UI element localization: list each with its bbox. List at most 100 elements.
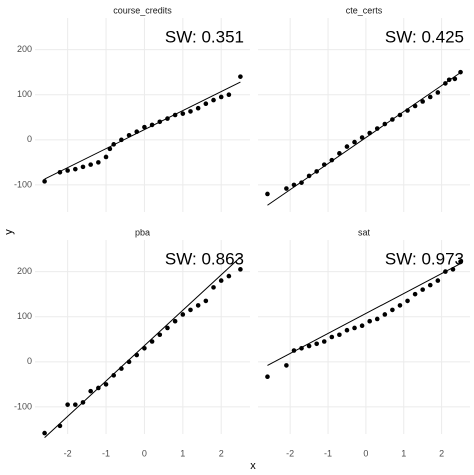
point (73, 402, 78, 407)
x-tick-label: 2 (219, 448, 224, 458)
point (218, 278, 224, 283)
point (359, 135, 365, 140)
point (329, 157, 335, 163)
y-tick-label: 200 (17, 266, 32, 276)
point (65, 168, 70, 173)
y-tick-label: -100 (14, 401, 32, 411)
point (397, 303, 403, 308)
y-tick-label: 100 (17, 89, 32, 99)
point (367, 318, 372, 324)
point (126, 359, 132, 365)
point (435, 278, 441, 283)
point (299, 180, 304, 185)
point (352, 325, 357, 331)
annotation: SW: 0.973 (385, 249, 464, 268)
point (314, 341, 319, 347)
point (195, 303, 201, 308)
point (126, 133, 132, 138)
y-tick-label: 200 (17, 44, 32, 54)
point (352, 139, 357, 145)
point (165, 325, 170, 331)
point (284, 186, 289, 191)
point (367, 130, 372, 136)
point (412, 103, 418, 109)
point (344, 144, 350, 149)
point (390, 307, 395, 313)
x-tick-label: 0 (142, 448, 147, 458)
point (291, 182, 297, 188)
point (65, 402, 70, 407)
point (299, 345, 304, 351)
panel-title: pba (135, 227, 150, 237)
point (306, 173, 312, 179)
x-tick-label: -1 (324, 448, 332, 458)
x-tick-label: 1 (401, 448, 406, 458)
x-tick-label: -1 (102, 448, 110, 458)
point (238, 74, 243, 79)
y-tick-label: 0 (27, 134, 32, 144)
point (359, 323, 365, 329)
point (337, 332, 342, 338)
point (321, 162, 327, 167)
point (203, 298, 209, 304)
point (405, 298, 410, 304)
point (149, 122, 155, 128)
point (450, 267, 456, 272)
point (427, 94, 433, 100)
point (119, 137, 124, 143)
point (321, 339, 327, 344)
point (443, 269, 448, 274)
point (107, 146, 113, 152)
point (374, 316, 380, 322)
point (111, 373, 117, 378)
x-tick-label: -2 (64, 448, 72, 458)
point (88, 388, 93, 394)
point (134, 352, 140, 358)
panel-title: cte_certs (346, 5, 383, 15)
point (195, 105, 201, 111)
point (172, 318, 178, 324)
point (226, 92, 232, 97)
x-axis-label: x (250, 460, 256, 472)
point (57, 423, 63, 429)
reference-line (44, 81, 241, 180)
point (291, 348, 297, 353)
annotation: SW: 0.351 (165, 27, 244, 46)
point (412, 291, 418, 297)
point (218, 94, 224, 100)
point (203, 101, 209, 107)
point (458, 259, 463, 264)
point (157, 119, 163, 125)
point (344, 327, 350, 333)
point (111, 142, 117, 147)
point (329, 334, 335, 340)
point (458, 69, 463, 75)
point (157, 332, 163, 338)
point (435, 90, 441, 95)
point (119, 366, 124, 371)
point (57, 169, 63, 175)
point (88, 162, 93, 167)
point (284, 363, 289, 368)
panel-title: course_credits (113, 5, 172, 15)
point (42, 430, 47, 436)
annotation: SW: 0.863 (165, 249, 244, 268)
point (238, 267, 243, 272)
point (188, 109, 193, 114)
point (142, 124, 147, 130)
point (314, 169, 319, 174)
point (188, 307, 193, 313)
point (134, 129, 140, 134)
point (165, 116, 170, 121)
y-tick-label: 0 (27, 356, 32, 366)
point (405, 108, 410, 113)
point (390, 117, 395, 122)
point (374, 126, 380, 131)
point (306, 343, 312, 349)
point (149, 339, 155, 344)
point (103, 382, 109, 387)
point (42, 179, 47, 184)
y-tick-label: -100 (14, 179, 32, 189)
point (211, 285, 216, 290)
